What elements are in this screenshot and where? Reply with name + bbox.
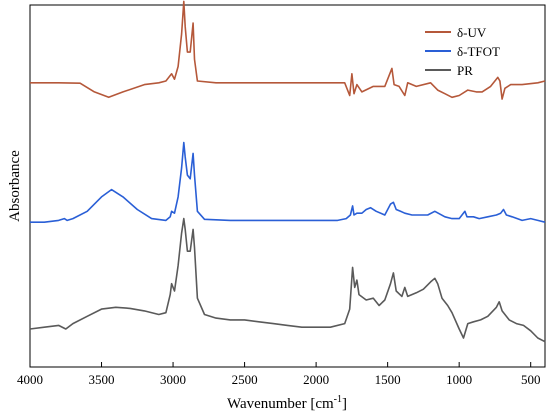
x-tick-label: 4000 bbox=[17, 372, 43, 387]
legend: δ-UV δ-TFOT PR bbox=[425, 25, 500, 78]
series-line-1 bbox=[30, 0, 546, 100]
y-axis-title: Absorbance bbox=[7, 150, 23, 222]
legend-label: PR bbox=[457, 63, 473, 78]
x-tick-label: 3000 bbox=[160, 372, 186, 387]
x-tick-label: 2000 bbox=[303, 372, 329, 387]
legend-label: δ-TFOT bbox=[457, 44, 500, 59]
series-line-2 bbox=[30, 141, 546, 223]
x-axis-title: Wavenumber [cm-1] bbox=[227, 394, 347, 412]
series-lines bbox=[29, 0, 546, 343]
x-tick-label: 3500 bbox=[89, 372, 115, 387]
legend-label: δ-UV bbox=[457, 25, 487, 40]
x-tick-label: 1000 bbox=[446, 372, 472, 387]
plot-frame bbox=[29, 4, 546, 368]
x-tick-label: 2500 bbox=[232, 372, 258, 387]
x-axis-ticks: 4000 3500 3000 2500 2000 1500 1000 500 bbox=[17, 362, 540, 387]
x-tick-label: 500 bbox=[521, 372, 541, 387]
series-line-3 bbox=[29, 217, 546, 343]
x-tick-label: 1500 bbox=[375, 372, 401, 387]
